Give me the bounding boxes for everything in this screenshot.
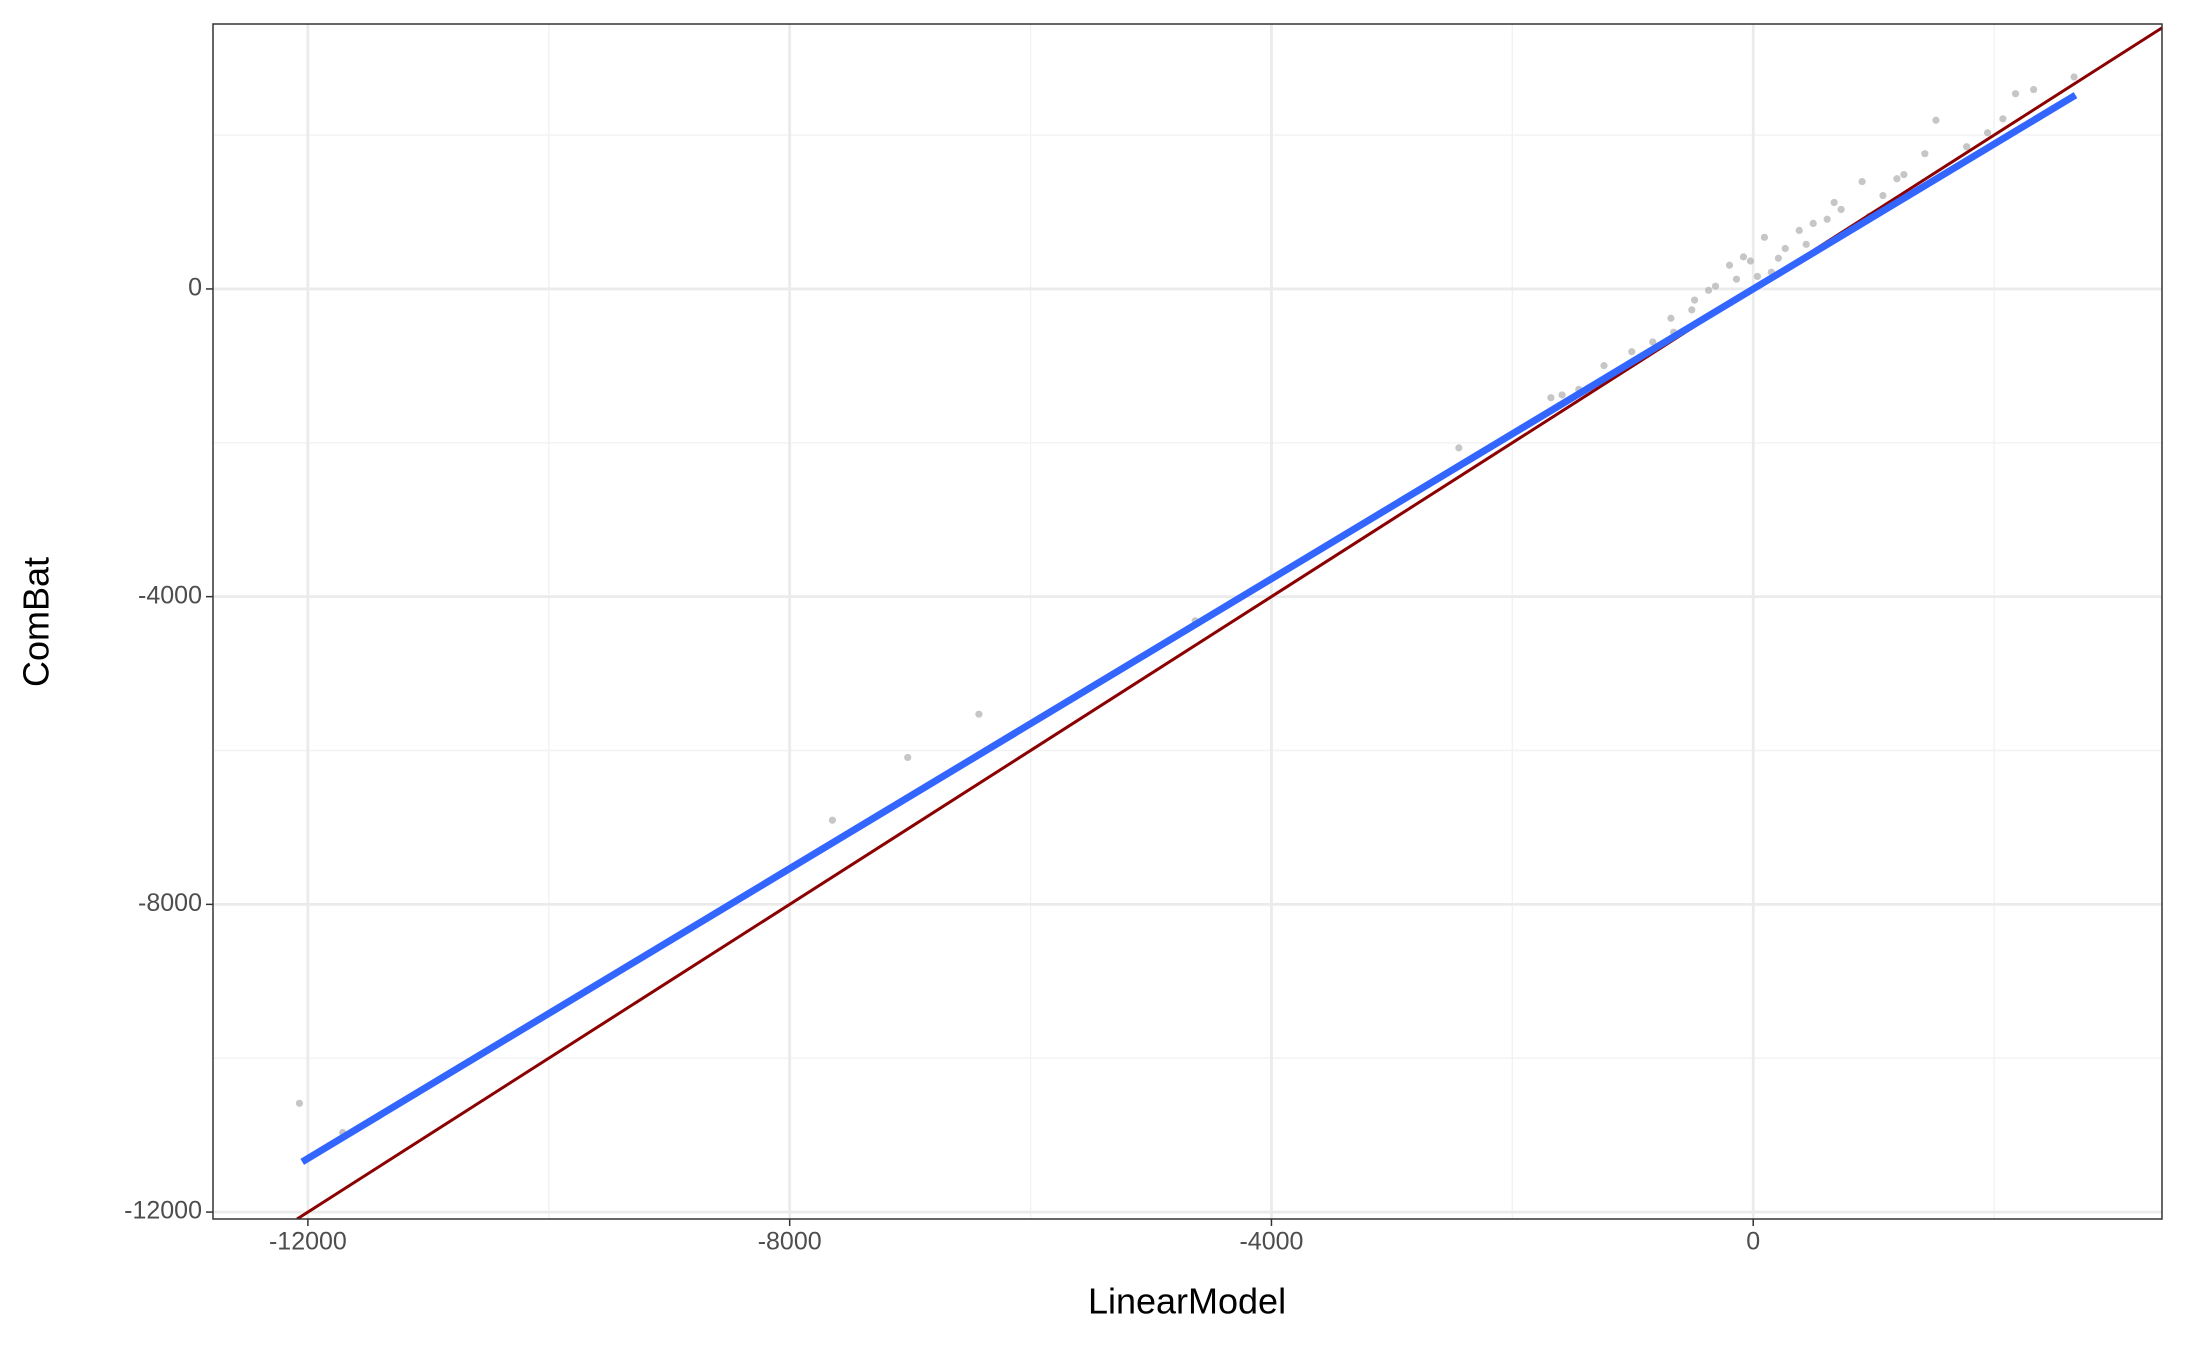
point [1455,444,1463,452]
point [2030,85,2038,94]
point [1711,282,1720,290]
x-tick-label: 0 [1746,1228,1760,1256]
point [1781,244,1789,253]
point [1690,296,1699,304]
point [904,753,912,762]
point [1983,129,1992,137]
x-tick-label: -12000 [269,1228,347,1256]
y-axis-title: ComBat [16,557,57,687]
point [1746,257,1755,265]
line [300,92,2078,1165]
point [1774,254,1782,262]
y-tick-label: -12000 [124,1197,202,1225]
point [1688,306,1696,314]
point [2011,90,2020,98]
point [1704,286,1713,294]
x-tick-label: -8000 [758,1228,822,1256]
x-axis-title: LinearModel [1088,1281,1286,1322]
point [1802,240,1810,248]
point [1558,391,1566,399]
point [1809,219,1817,227]
plot-border [212,23,2163,1220]
point [2070,73,2078,81]
point [1963,143,1971,151]
point [1932,116,1940,124]
point [1858,177,1866,186]
point [1837,205,1845,214]
point [828,816,837,824]
point [1760,233,1769,241]
point [1667,314,1675,322]
point [1547,394,1555,402]
point [1725,261,1734,269]
point [295,1099,304,1107]
point [1830,198,1838,207]
point [1893,175,1901,183]
y-tick-label: -4000 [138,581,202,609]
point [1739,253,1748,261]
point [1999,115,2007,123]
y-tick-label: -8000 [138,889,202,917]
point [1900,171,1908,179]
point [1795,226,1803,234]
point [1823,215,1831,223]
point [975,710,983,718]
point [1628,348,1636,356]
point [1921,150,1929,158]
point [1649,338,1657,346]
point [1732,275,1741,283]
x-tick-label: -4000 [1239,1228,1303,1256]
point [1879,191,1887,200]
point [1753,272,1762,281]
y-tick-label: 0 [188,274,202,302]
point [1600,362,1608,370]
